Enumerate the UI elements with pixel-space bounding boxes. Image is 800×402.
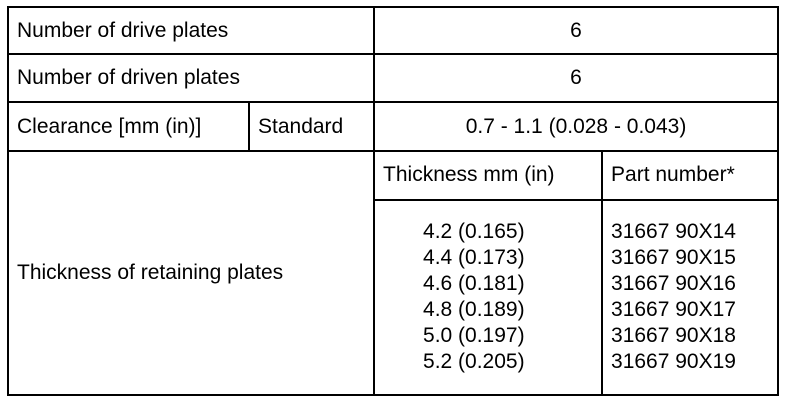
part-number-value: 31667 90X17 bbox=[611, 298, 736, 322]
clearance-label: Clearance [mm (in)] bbox=[7, 101, 250, 152]
part-number-value: 31667 90X16 bbox=[611, 272, 736, 296]
table-row: Number of driven plates 6 bbox=[6, 53, 780, 104]
part-number-value: 31667 90X15 bbox=[611, 246, 736, 270]
table-row: Thickness of retaining plates Thickness … bbox=[6, 149, 780, 397]
thickness-list: 4.2 (0.165) 4.4 (0.173) 4.6 (0.181) 4.8 … bbox=[373, 198, 604, 397]
clearance-value: 0.7 - 1.1 (0.028 - 0.043) bbox=[373, 101, 780, 152]
thickness-value: 4.6 (0.181) bbox=[423, 272, 525, 296]
spec-table: Number of drive plates 6 Number of drive… bbox=[6, 5, 780, 397]
thickness-value: 4.8 (0.189) bbox=[423, 298, 525, 322]
thickness-value: 4.2 (0.165) bbox=[423, 220, 525, 244]
thickness-value: 5.2 (0.205) bbox=[423, 350, 525, 374]
clearance-standard-label: Standard bbox=[247, 101, 376, 152]
thickness-value: 5.0 (0.197) bbox=[423, 324, 525, 348]
retaining-plates-label: Thickness of retaining plates bbox=[6, 149, 376, 397]
thickness-value: 4.4 (0.173) bbox=[423, 246, 525, 270]
thickness-header: Thickness mm (in) bbox=[373, 149, 604, 201]
table-row: Clearance [mm (in)] Standard 0.7 - 1.1 (… bbox=[7, 101, 780, 152]
table-row: 4.2 (0.165) 4.4 (0.173) 4.6 (0.181) 4.8 … bbox=[8, 198, 780, 397]
drive-plates-label: Number of drive plates bbox=[6, 5, 376, 56]
part-number-value: 31667 90X18 bbox=[611, 324, 736, 348]
part-number-header: Part number* bbox=[601, 149, 780, 201]
table-row: Number of drive plates 6 bbox=[6, 5, 780, 56]
driven-plates-label: Number of driven plates bbox=[6, 53, 376, 104]
drive-plates-value: 6 bbox=[373, 5, 780, 56]
part-number-value: 31667 90X19 bbox=[611, 350, 736, 374]
driven-plates-value: 6 bbox=[373, 53, 780, 104]
part-number-value: 31667 90X14 bbox=[611, 220, 736, 244]
part-number-list: 31667 90X14 31667 90X15 31667 90X16 3166… bbox=[601, 198, 780, 397]
